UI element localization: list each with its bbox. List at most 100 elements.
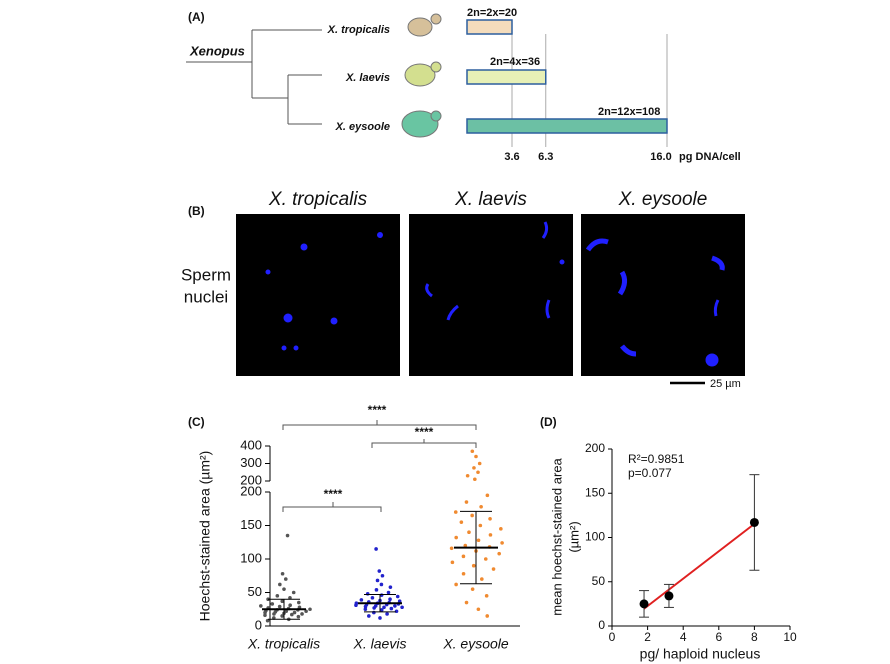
data-point — [284, 609, 289, 614]
data-point — [385, 612, 389, 616]
y-tick-label: 200 — [240, 472, 262, 487]
data-point — [296, 614, 301, 619]
data-point — [664, 591, 674, 601]
data-point — [280, 599, 285, 604]
significance-label: **** — [415, 425, 434, 439]
x-tick-label: 16.0 — [650, 151, 671, 163]
ploidy-label: 2n=12x=108 — [598, 106, 660, 118]
data-point — [291, 590, 296, 595]
x-tick-label: 2 — [644, 630, 651, 644]
y-tick-label: 200 — [240, 483, 262, 498]
y-tick-label: 50 — [248, 584, 262, 599]
y-axis-label: mean hoechst-stained area — [549, 457, 564, 615]
data-point — [461, 554, 466, 559]
data-point — [477, 461, 482, 466]
data-point — [476, 607, 481, 612]
data-point — [478, 523, 483, 528]
data-point — [374, 588, 379, 592]
data-point — [461, 571, 466, 576]
data-point — [483, 557, 488, 561]
data-point — [470, 513, 474, 518]
data-point — [382, 605, 386, 610]
data-point — [485, 493, 490, 498]
y-axis-label: (µm²) — [566, 521, 581, 552]
data-point — [472, 466, 476, 470]
significance-label: **** — [368, 403, 387, 417]
tree — [186, 29, 322, 125]
panel-label: (D) — [540, 415, 557, 429]
data-point — [278, 582, 282, 587]
data-point — [372, 610, 376, 615]
data-point — [259, 604, 263, 608]
x-tick-label: 6 — [715, 630, 722, 644]
species-name: X. tropicalis — [327, 24, 390, 36]
data-point — [277, 604, 282, 609]
image-title: X. laevis — [454, 189, 527, 210]
data-point — [470, 587, 475, 591]
micrograph — [409, 214, 573, 376]
data-point — [379, 582, 384, 587]
data-point — [467, 530, 471, 534]
data-point — [386, 590, 391, 595]
data-point — [453, 510, 458, 514]
data-point — [393, 604, 397, 608]
data-point — [464, 500, 469, 504]
data-point — [500, 541, 504, 545]
data-point — [470, 449, 475, 454]
y-tick-label: 50 — [592, 574, 606, 588]
data-point — [304, 609, 308, 614]
data-point — [300, 612, 304, 616]
data-point — [476, 538, 481, 543]
bar — [466, 69, 547, 85]
data-point — [370, 596, 375, 600]
data-point — [280, 614, 284, 618]
data-point — [639, 599, 649, 609]
ploidy-label: 2n=4x=36 — [490, 56, 540, 68]
data-point — [379, 608, 384, 612]
y-tick-label: 150 — [240, 517, 262, 532]
data-point — [374, 547, 378, 551]
micrograph — [236, 214, 400, 376]
frog — [401, 110, 439, 138]
data-point — [464, 600, 469, 605]
data-point — [499, 527, 503, 531]
x-tick-label: X. tropicalis — [247, 636, 320, 652]
y-tick-label: 0 — [598, 618, 605, 632]
genus: Xenopus — [189, 43, 245, 58]
x-tick-label: 4 — [680, 630, 687, 644]
data-point — [450, 560, 455, 565]
significance-brackets — [282, 420, 477, 512]
x-tick-label: X. eysoole — [442, 636, 509, 652]
data-point — [479, 504, 483, 509]
image-title: X. tropicalis — [268, 189, 368, 210]
data-point — [367, 614, 371, 618]
annotation: R²=0.9851 — [628, 452, 685, 466]
panel-label: (B) — [188, 204, 205, 218]
data-point — [296, 600, 301, 605]
data-point — [263, 613, 267, 618]
data-point — [380, 573, 385, 578]
y-tick-label: 150 — [585, 485, 605, 499]
data-point — [465, 473, 470, 478]
image-title: X. eysoole — [618, 189, 708, 210]
data-point — [749, 517, 759, 527]
ploidy-label: 2n=2x=20 — [467, 7, 517, 19]
data-point — [389, 606, 394, 611]
data-point — [275, 594, 280, 598]
data-point — [308, 607, 312, 612]
data-point — [484, 594, 489, 598]
data-point — [292, 610, 297, 615]
data-point — [394, 609, 399, 614]
x-tick-label: 6.3 — [538, 151, 553, 163]
data-point — [454, 582, 458, 587]
y-tick-label: 0 — [255, 617, 262, 632]
data-point — [449, 546, 454, 551]
x-tick-label: 0 — [609, 630, 616, 644]
annotation: p=0.077 — [628, 466, 672, 480]
data-point — [497, 551, 501, 556]
frog-head — [430, 61, 442, 73]
y-tick-label: 300 — [240, 455, 262, 470]
data-point — [485, 614, 490, 618]
data-point — [290, 612, 294, 617]
